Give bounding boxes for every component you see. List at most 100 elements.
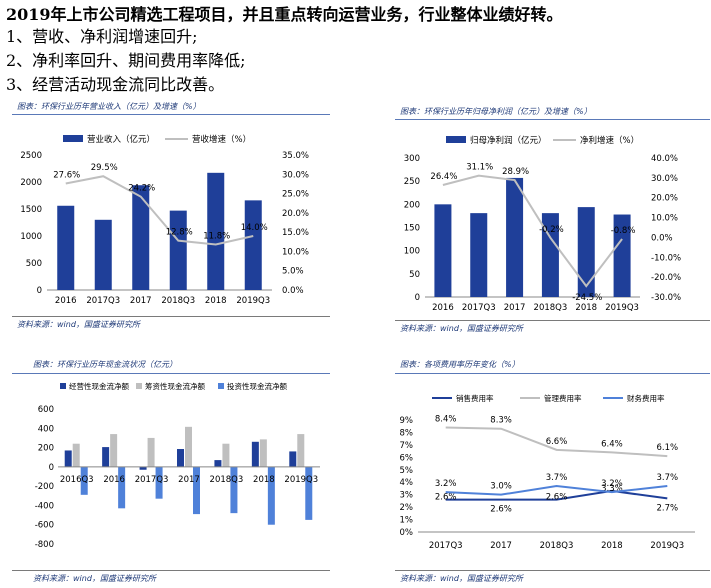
bar: [155, 466, 163, 499]
caption-rule: [12, 373, 330, 374]
y-tick-label: 1000: [20, 232, 42, 242]
data-label: 6.1%: [656, 443, 678, 453]
y2-tick-label: 30.0%: [651, 174, 678, 184]
y-tick-label: 300: [404, 154, 420, 164]
y-tick-label: 7%: [400, 441, 414, 451]
y2-tick-label: 5.0%: [282, 267, 304, 277]
data-label: 3.3%: [601, 484, 623, 494]
legend-swatch: [63, 135, 83, 142]
growth-line: [442, 174, 623, 288]
x-tick-label: 2018: [253, 475, 275, 485]
source-cashflow: 资料来源：wind，国盛证券研究所: [33, 574, 156, 583]
x-tick-label: 2019Q3: [650, 541, 684, 551]
bar: [214, 460, 222, 467]
data-label: 28.9%: [502, 167, 529, 177]
caption-rule: [395, 373, 710, 374]
data-label: 2.6%: [435, 493, 457, 503]
x-tick-label: 2017: [490, 541, 512, 551]
y2-tick-label: 20.0%: [282, 209, 309, 219]
point-3: 3、经营活动现金流同比改善。: [6, 75, 225, 94]
source-profit: 资料来源：wind，国盛证券研究所: [400, 324, 523, 333]
x-tick-label: 2018: [601, 541, 623, 551]
bar: [64, 450, 72, 467]
data-label: 14.0%: [241, 223, 268, 233]
bar: [230, 466, 238, 514]
y-tick-label: 0: [49, 463, 54, 473]
bar: [169, 210, 187, 290]
data-label: 8.3%: [490, 416, 512, 426]
x-tick-label: 2019Q3: [236, 296, 270, 306]
data-label: 31.1%: [466, 163, 493, 173]
y-tick-label: 8%: [400, 428, 414, 438]
y-tick-label: 0%: [400, 528, 414, 538]
legend-label: 归母净利润（亿元）: [470, 135, 547, 146]
x-tick-label: 2016: [55, 296, 77, 306]
data-label: 24.2%: [128, 184, 155, 194]
x-tick-label: 2016: [432, 303, 454, 313]
caption-revenue: 图表：环保行业历年营业收入（亿元）及增速（%）: [17, 102, 201, 111]
y-tick-label: 400: [38, 424, 54, 434]
caption-rule: [395, 119, 710, 120]
y2-tick-label: 30.0%: [282, 170, 309, 180]
x-tick-label: 2018: [205, 296, 227, 306]
y-tick-label: 2%: [400, 503, 414, 513]
y-tick-label: -200: [35, 482, 54, 492]
x-tick-label: 2016: [103, 475, 125, 485]
bar: [577, 207, 595, 297]
bar: [118, 466, 126, 509]
legend-label: 财务费用率: [627, 393, 665, 403]
data-label: 3.2%: [435, 479, 457, 489]
y2-tick-label: 40.0%: [651, 154, 678, 164]
x-tick-label: 2017Q3: [462, 303, 496, 313]
source-rule: [12, 570, 330, 571]
bar: [185, 426, 192, 467]
headline: 2019年上市公司精选工程项目，并且重点转向运营业务，行业整体业绩好转。: [6, 5, 563, 24]
y2-tick-label: 25.0%: [282, 190, 309, 200]
legend-label: 净利增速（%）: [580, 135, 639, 146]
legend-swatch: [136, 383, 142, 389]
y-tick-label: 1500: [20, 205, 42, 215]
x-tick-label: 2019Q3: [284, 475, 318, 485]
y2-tick-label: 15.0%: [282, 228, 309, 238]
y2-tick-label: 35.0%: [282, 151, 309, 161]
y-tick-label: -400: [35, 501, 54, 511]
source-rule: [12, 316, 330, 317]
data-label: 3.0%: [490, 482, 512, 492]
y2-tick-label: -30.0%: [651, 293, 681, 303]
bar: [139, 466, 147, 470]
legend-label: 经营性现金流净额: [69, 381, 129, 391]
data-label: 27.6%: [53, 171, 80, 181]
y2-tick-label: -20.0%: [651, 273, 681, 283]
y-tick-label: 250: [404, 177, 420, 187]
data-label: 2.6%: [546, 493, 568, 503]
legend-swatch: [218, 383, 224, 389]
point-2: 2、净利率回升、期间费用率降低;: [6, 51, 246, 70]
legend-swatch: [446, 136, 466, 143]
x-tick-label: 2017: [130, 296, 152, 306]
y-tick-label: 9%: [400, 416, 414, 426]
y-tick-label: 150: [404, 224, 420, 234]
y2-tick-label: 10.0%: [282, 247, 309, 257]
bar: [305, 466, 313, 520]
legend-label: 筹资性现金流净额: [145, 381, 205, 391]
x-tick-label: 2019Q3: [605, 303, 639, 313]
data-label: 26.4%: [430, 172, 457, 182]
bar: [147, 437, 155, 467]
data-label: 3.7%: [656, 473, 678, 483]
x-tick-label: 2016Q3: [60, 475, 94, 485]
source-rule: [395, 570, 710, 571]
growth-line: [65, 175, 254, 246]
y-tick-label: 4%: [400, 478, 414, 488]
caption-profit: 图表：环保行业历年归母净利润（亿元）及增速（%）: [400, 107, 592, 116]
bar: [297, 434, 305, 467]
data-label: -24.5%: [572, 293, 602, 303]
legend-label: 营收增速（%）: [192, 134, 251, 145]
y-tick-label: 200: [38, 444, 54, 454]
bar: [177, 449, 184, 467]
bar: [506, 177, 524, 297]
source-revenue: 资料来源：wind，国盛证券研究所: [17, 320, 140, 329]
source-expense: 资料来源：wind，国盛证券研究所: [400, 574, 523, 583]
x-tick-label: 2017: [178, 475, 200, 485]
y-tick-label: 3%: [400, 491, 414, 501]
caption-cashflow: 图表：环保行业历年现金流状况（亿元）: [33, 360, 177, 369]
